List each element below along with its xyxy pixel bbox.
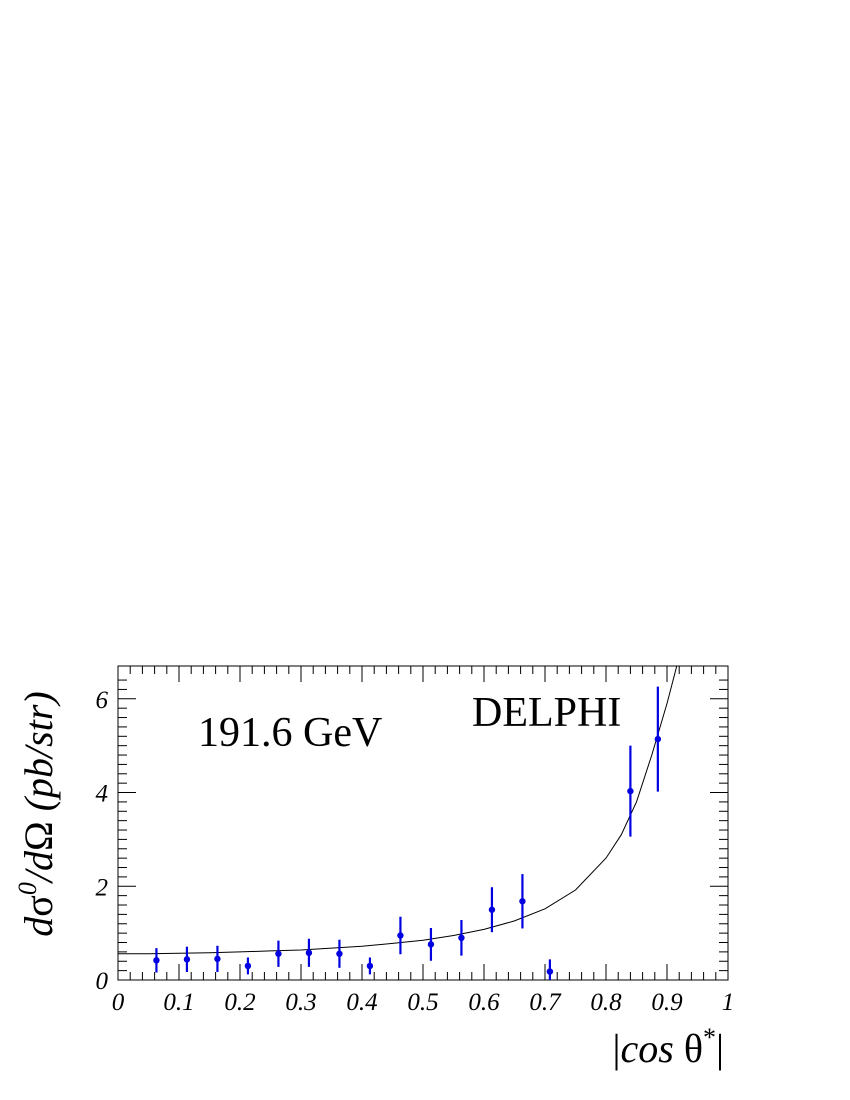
data-point: [305, 949, 313, 957]
x-tick-label: 0: [112, 989, 125, 1016]
data-point: [458, 934, 465, 942]
data-point: [275, 950, 282, 957]
y-tick-label: 6: [96, 687, 109, 714]
data-point: [214, 955, 221, 963]
energy-label: 191.6 GeV: [198, 710, 382, 756]
fit-curve: [118, 666, 678, 955]
x-tick-label: 1: [722, 989, 735, 1016]
y-tick-label: 0: [96, 968, 109, 995]
data-point: [654, 735, 662, 743]
y-axis-tick-labels: 0 2 4 6: [96, 687, 109, 995]
data-point: [627, 787, 634, 795]
x-tick-label: 0.9: [651, 989, 683, 1016]
data-point: [519, 898, 526, 905]
data-point: [336, 950, 343, 957]
data-point: [183, 956, 191, 963]
x-tick-label: 0.3: [285, 989, 316, 1016]
y-tick-label: 4: [96, 781, 109, 808]
y-axis-title: dσ0/dΩ (pb/str): [13, 691, 61, 936]
data-point: [397, 932, 404, 939]
y-axis-ticks: [118, 679, 728, 981]
data-point: [366, 962, 374, 970]
x-tick-label: 0.6: [468, 989, 500, 1016]
data-point: [153, 957, 160, 964]
data-point: [244, 962, 252, 970]
x-tick-label: 0.4: [346, 989, 377, 1016]
x-tick-label: 0.7: [529, 989, 562, 1016]
data-point: [488, 906, 496, 913]
data-points: [153, 686, 662, 980]
x-tick-label: 0.5: [407, 989, 438, 1016]
x-axis-tick-labels: 0 0.1 0.2 0.3 0.4 0.5 0.6 0.7 0.8 0.9 1: [112, 989, 735, 1016]
y-tick-label: 2: [96, 874, 109, 901]
x-tick-label: 0.1: [163, 989, 194, 1016]
x-tick-label: 0.8: [590, 989, 622, 1016]
x-axis-ticks: [117, 666, 729, 980]
x-tick-label: 0.2: [224, 989, 255, 1016]
x-axis-title: |cos θ*|: [612, 1023, 724, 1071]
data-point: [427, 941, 435, 948]
delphi-label: DELPHI: [472, 690, 621, 736]
data-point: [546, 968, 554, 975]
